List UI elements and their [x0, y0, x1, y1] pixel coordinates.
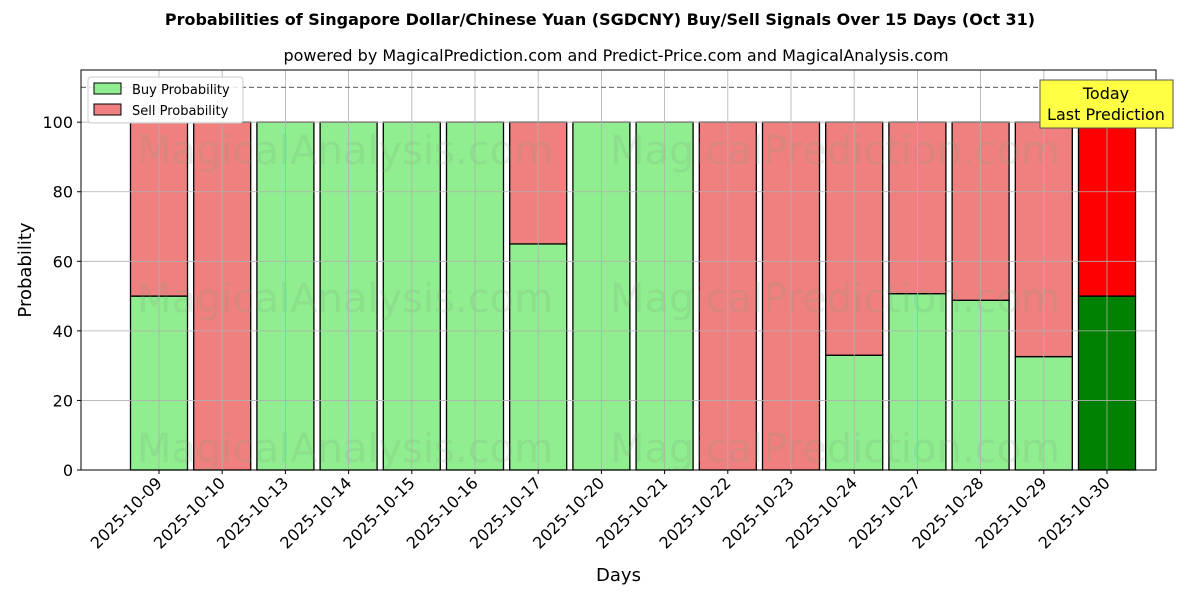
watermark: MagicalAnalysis.com: [137, 426, 553, 472]
y-tick-label: 0: [63, 461, 73, 480]
watermark: MagicalAnalysis.com: [137, 128, 553, 174]
legend: Buy Probability Sell Probability: [87, 76, 244, 124]
watermark: MagicalPrediction.com: [610, 426, 1060, 472]
legend-box: [87, 76, 244, 124]
sell-legend-swatch: [93, 103, 122, 116]
watermark: MagicalAnalysis.com: [137, 276, 553, 322]
y-tick-label: 80: [53, 183, 73, 202]
today-annotation: Today Last Prediction: [1039, 79, 1174, 129]
y-tick-label: 60: [53, 252, 73, 271]
annotation-line1: Today: [1082, 84, 1129, 103]
watermark: MagicalPrediction.com: [610, 128, 1060, 174]
y-tick-label: 100: [42, 113, 73, 132]
chart-subtitle: powered by MagicalPrediction.com and Pre…: [283, 46, 949, 65]
y-tick-label: 20: [53, 391, 73, 410]
annotation-line2: Last Prediction: [1047, 105, 1165, 124]
sell-legend-label: Sell Probability: [132, 104, 229, 119]
watermark: MagicalPrediction.com: [610, 276, 1060, 322]
y-axis-label: Probability: [15, 222, 36, 317]
buy-legend-label: Buy Probability: [132, 83, 230, 98]
y-tick-label: 40: [53, 322, 73, 341]
axes-frame: [80, 69, 1157, 471]
buy-legend-swatch: [93, 82, 122, 95]
x-axis-label: Days: [596, 565, 641, 586]
annotation-box: [1039, 79, 1174, 129]
chart-title: Probabilities of Singapore Dollar/Chines…: [164, 10, 1036, 29]
